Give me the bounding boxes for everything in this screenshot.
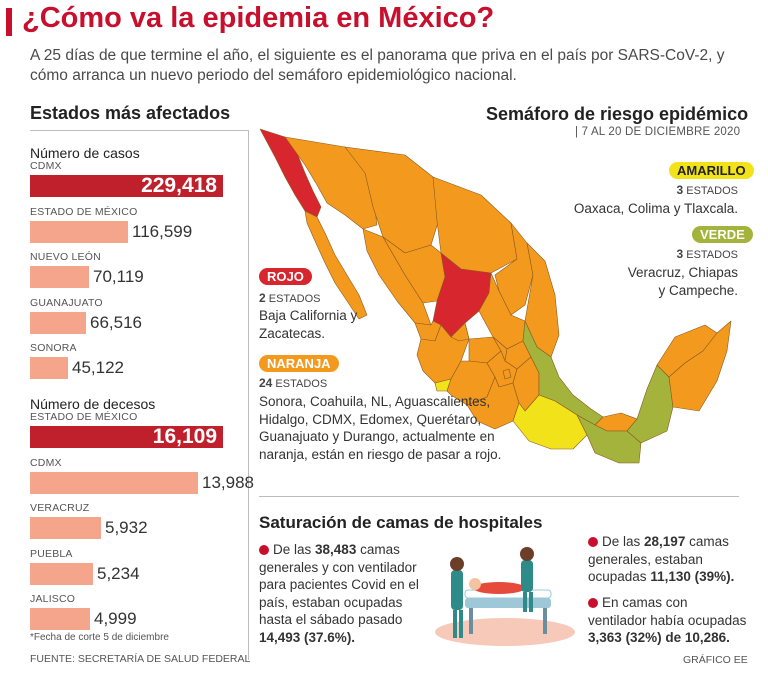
cases-value-label: 45,122	[72, 358, 124, 377]
verde-desc: Veracruz, Chiapas y Campeche.	[627, 265, 738, 298]
semaforo-dates: | 7 AL 20 DE DICIEMBRE 2020	[575, 126, 741, 138]
cases-category-label: NUEVO LEÓN	[30, 251, 101, 263]
hosp-left-num: 38,483	[315, 542, 357, 557]
verde-count-number: 3	[676, 247, 684, 261]
hospitals-heading: Saturación de camas de hospitales	[259, 513, 543, 532]
hospital-illustration	[435, 547, 575, 646]
hosp-r2-pre: En camas con ventilador había ocupadas	[588, 595, 747, 628]
amarillo-desc: Oaxaca, Colima y Tlaxcala.	[573, 201, 738, 216]
deaths-bar: 16,109	[30, 426, 223, 448]
cases-heading: Número de casos	[30, 145, 140, 161]
deaths-bar	[30, 608, 90, 630]
deaths-value-label: 4,999	[94, 609, 137, 628]
hosp-left-pre: De las	[273, 542, 316, 557]
baja-california-sur	[304, 210, 368, 320]
cases-bar	[30, 220, 128, 243]
deaths-category-label: VERACRUZ	[30, 502, 90, 514]
divider	[30, 130, 248, 131]
amarillo-count: 3 ESTADOS	[676, 183, 738, 197]
rojo-count-number: 2	[259, 291, 266, 305]
amarillo-count-unit: ESTADOS	[686, 185, 738, 197]
bullet-dot	[259, 545, 269, 555]
amarillo-count-number: 3	[676, 183, 684, 197]
column-divider	[248, 130, 249, 660]
hosp-r1-pre: De las	[602, 534, 645, 549]
naranja-tag: NARANJA	[259, 355, 339, 372]
naranja-count: 24 ESTADOS	[259, 376, 327, 390]
source-text: FUENTE: SECRETARÍA DE SALUD FEDERAL	[30, 653, 251, 665]
title-accent-bar	[6, 8, 12, 36]
page-title: ¿Cómo va la epidemia en México?	[22, 2, 495, 34]
cdmx	[502, 368, 512, 380]
naranja-count-number: 24	[259, 376, 273, 390]
deaths-category-label: PUEBLA	[30, 547, 73, 560]
chiapas	[576, 414, 642, 464]
bullet-dot	[588, 537, 598, 547]
amarillo-tag: AMARILLO	[669, 162, 754, 179]
cases-bar: 229,418	[30, 175, 223, 197]
rojo-desc: Baja California y Zacatecas.	[259, 308, 358, 341]
deaths-bar	[30, 562, 93, 585]
deaths-value-label: 5,234	[97, 563, 140, 583]
hosp-r1-num: 28,197	[644, 534, 686, 549]
mexico-map	[259, 128, 732, 464]
hosp-left-end: 14,493 (37.6%).	[259, 629, 356, 645]
cases-category-label: GUANAJUATO	[30, 296, 103, 309]
cases-bar	[30, 311, 86, 334]
left-heading: Estados más afectados	[30, 103, 231, 123]
hospitals-right-text-2: En camas con ventilador había ocupadas 3…	[588, 594, 748, 647]
hosp-r2-num: 3,363	[588, 630, 622, 645]
cutoff-note: *Fecha de corte 5 de diciembre	[30, 632, 169, 643]
hospitals-right-text-1: De las 28,197 camas generales, estaban o…	[588, 533, 743, 586]
intro-text: A 25 días de que termine el año, el sigu…	[30, 47, 725, 84]
rojo-tag: ROJO	[259, 268, 312, 285]
cases-category-label: CDMX	[30, 160, 62, 172]
cases-value-label: 66,516	[90, 312, 142, 332]
deaths-bar	[30, 517, 101, 539]
credit-text: GRÁFICO EE	[683, 654, 748, 666]
naranja-desc: Sonora, Coahuila, NL, Aguascalientes, Hi…	[259, 394, 502, 462]
hosp-r1-mid: camas generales, estaban ocupadas	[588, 534, 729, 584]
campeche	[626, 364, 674, 444]
semaforo-heading: Semáforo de riesgo epidémico	[486, 104, 749, 124]
hosp-r1-end: 11,130 (39%).	[650, 569, 735, 584]
quintana-roo	[668, 320, 732, 412]
rojo-count: 2 ESTADOS	[259, 291, 321, 305]
deaths-value-label: 13,988	[202, 472, 254, 492]
cases-category-label: SONORA	[30, 342, 77, 354]
cases-category-label: ESTADO DE MÉXICO	[30, 205, 138, 218]
verde-tag: VERDE	[692, 226, 753, 243]
verde-count: 3 ESTADOS	[676, 247, 738, 261]
deaths-heading: Número de decesos	[30, 396, 156, 412]
bullet-dot	[588, 598, 598, 608]
cases-value-label: 70,119	[93, 267, 144, 286]
verde-count-unit: ESTADOS	[686, 249, 738, 261]
deaths-category-label: CDMX	[30, 456, 62, 469]
deaths-bar	[30, 471, 198, 494]
hosp-left-mid: camas generales y con ventilador para pa…	[259, 542, 419, 627]
section-divider	[259, 496, 739, 497]
hosp-r2-end: (32%) de 10,286.	[625, 630, 730, 645]
cases-bar	[30, 357, 68, 379]
cases-bar	[30, 266, 89, 288]
deaths-category-label: JALISCO	[30, 593, 76, 605]
naranja-count-unit: ESTADOS	[275, 378, 328, 390]
cases-value-label: 116,599	[132, 221, 193, 241]
rojo-count-unit: ESTADOS	[268, 293, 321, 305]
deaths-category-label: ESTADO DE MÉXICO	[30, 411, 138, 423]
hospitals-left-text: De las 38,483 camas generales y con vent…	[259, 541, 419, 646]
deaths-value-label: 5,932	[105, 518, 148, 537]
